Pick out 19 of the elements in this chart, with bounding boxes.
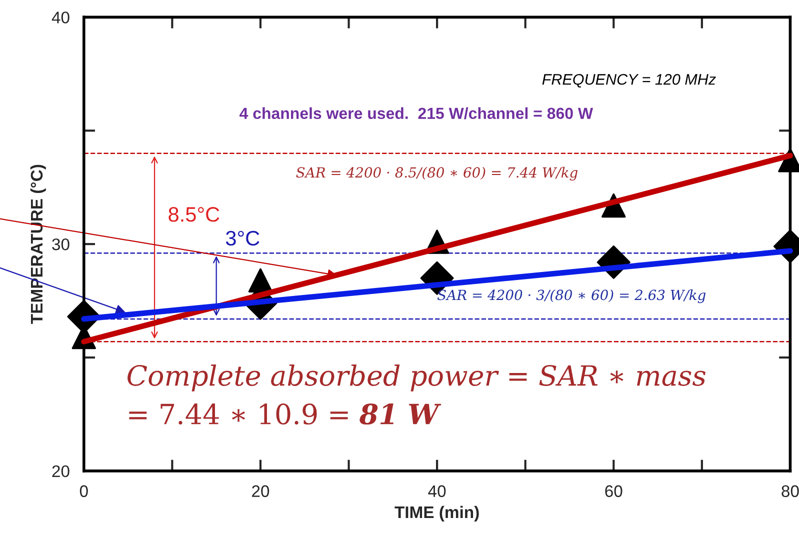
y-tick-label: 20 (52, 465, 70, 478)
x-tick-label: 0 (80, 485, 88, 498)
x-axis-title: TIME (min) (394, 506, 479, 522)
ref-line-label: 3°C (226, 230, 260, 246)
annotation: SAR = 4200 · 3/(80 ∗ 60) = 2.63 W/kg (437, 289, 706, 304)
x-tick-label: 20 (252, 485, 270, 498)
x-tick-label: 40 (428, 485, 446, 498)
annotation: Complete absorbed power = SAR ∗ mass (128, 364, 706, 392)
annotation: FREQUENCY = 120 MHz (542, 74, 716, 88)
x-tick-label: 60 (605, 485, 622, 498)
annotation: 81 W (360, 404, 442, 425)
annotation: 4 channels were used. 215 W/channel = 860 W (240, 107, 594, 120)
annotation: SAR = 4200 · 8.5/(80 ∗ 60) = 7.44 W/kg (296, 166, 578, 181)
x-tick-label: 80 (782, 485, 799, 498)
annotation: = 7.44 ∗ 10.9 = (129, 404, 348, 425)
y-axis-title: TEMPERATURE (°C) (30, 164, 46, 324)
ref-line-label: 8.5°C (168, 207, 220, 222)
y-tick-label: 30 (52, 238, 70, 250)
y-tick-label: 40 (52, 12, 70, 24)
